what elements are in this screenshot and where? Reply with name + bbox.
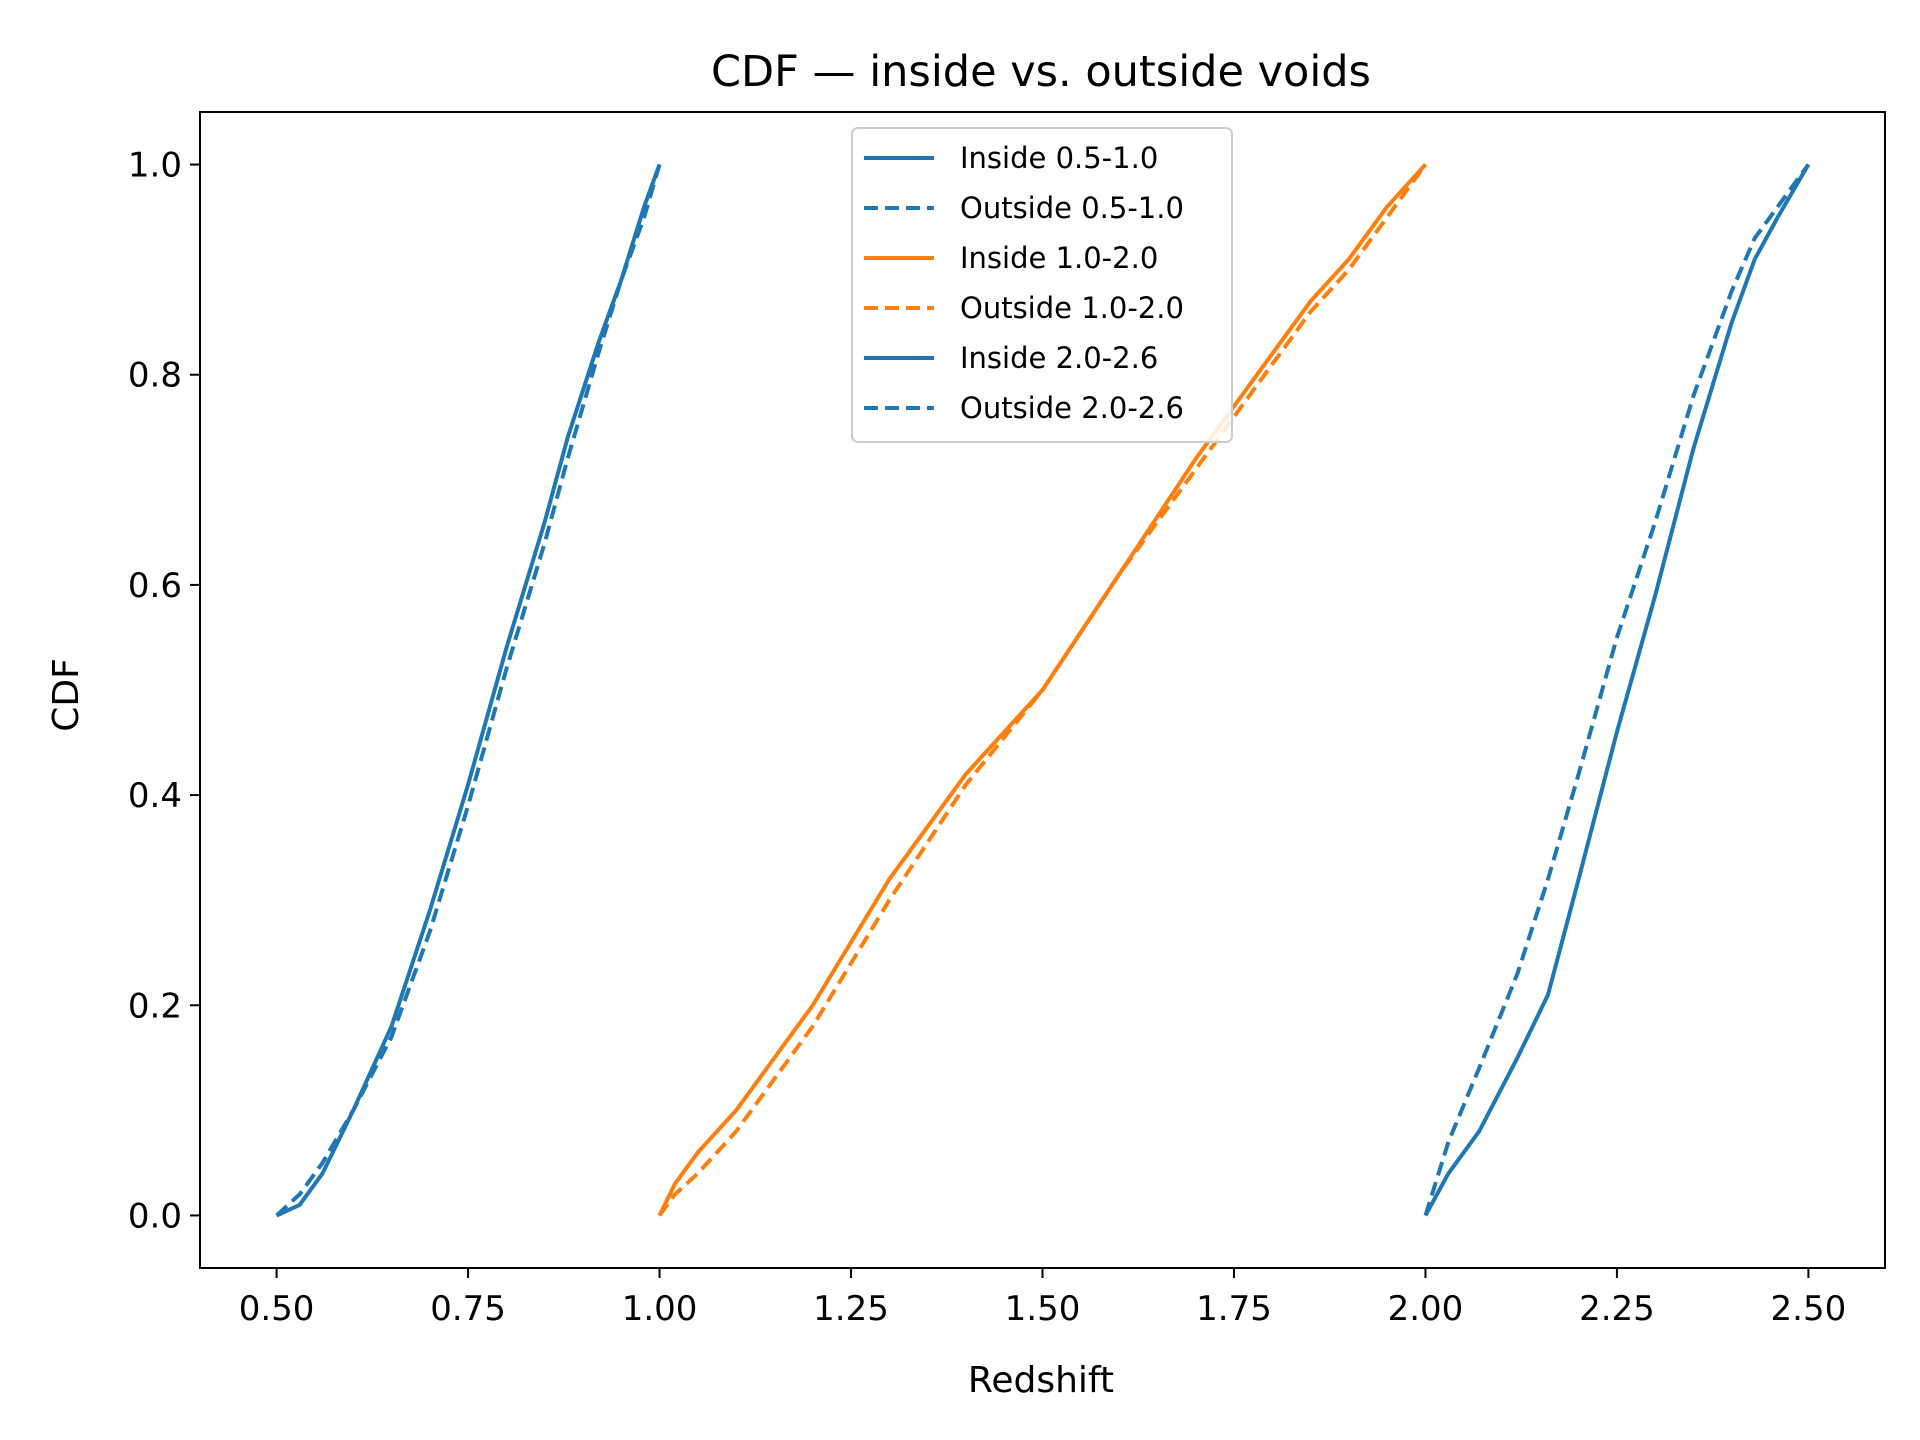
x-axis-ticks: 0.50 0.75 1.00 1.25 1.50 1.75 2.00 2.25 2.50 bbox=[239, 1268, 1847, 1329]
legend: Inside 0.5-1.0 Outside 0.5-1.0 Inside 1.0-… bbox=[851, 127, 1233, 443]
x-tick-label: 2.00 bbox=[1388, 1289, 1464, 1329]
legend-label: Outside 1.0-2.0 bbox=[960, 291, 1184, 325]
legend-label: Inside 2.0-2.6 bbox=[960, 341, 1158, 375]
y-tick-label: 0.8 bbox=[128, 356, 182, 396]
y-axis-ticks: 0.0 0.2 0.4 0.6 0.8 1.0 bbox=[128, 146, 200, 1236]
series-line-outside-0-5-1-0 bbox=[275, 163, 662, 1217]
series-lines bbox=[275, 163, 1811, 1218]
y-axis-label: CDF bbox=[46, 658, 87, 732]
chart-title: CDF — inside vs. outside voids bbox=[711, 47, 1371, 97]
legend-label: Inside 0.5-1.0 bbox=[960, 141, 1158, 175]
legend-label: Outside 0.5-1.0 bbox=[960, 191, 1184, 225]
x-tick-label: 1.75 bbox=[1196, 1289, 1272, 1329]
series-line-outside-1-0-2-0 bbox=[657, 163, 1428, 1217]
series-line-outside-2-0-2-6 bbox=[1423, 163, 1811, 1217]
y-tick-label: 0.0 bbox=[128, 1196, 182, 1236]
x-tick-label: 2.50 bbox=[1771, 1289, 1847, 1329]
x-tick-label: 1.25 bbox=[813, 1289, 889, 1329]
x-axis-label: Redshift bbox=[968, 1360, 1114, 1401]
y-tick-label: 0.4 bbox=[128, 776, 182, 816]
legend-label: Outside 2.0-2.6 bbox=[960, 391, 1184, 425]
y-tick-label: 0.2 bbox=[128, 986, 182, 1026]
x-tick-label: 0.50 bbox=[239, 1289, 315, 1329]
y-tick-label: 0.6 bbox=[128, 566, 182, 606]
legend-label: Inside 1.0-2.0 bbox=[960, 241, 1158, 275]
series-line-inside-2-0-2-6 bbox=[1423, 163, 1811, 1217]
y-tick-label: 1.0 bbox=[128, 146, 182, 186]
legend-box bbox=[851, 127, 1233, 443]
x-tick-label: 2.25 bbox=[1579, 1289, 1655, 1329]
x-tick-label: 1.50 bbox=[1005, 1289, 1081, 1329]
x-tick-label: 0.75 bbox=[430, 1289, 506, 1329]
x-tick-label: 1.00 bbox=[622, 1289, 698, 1329]
